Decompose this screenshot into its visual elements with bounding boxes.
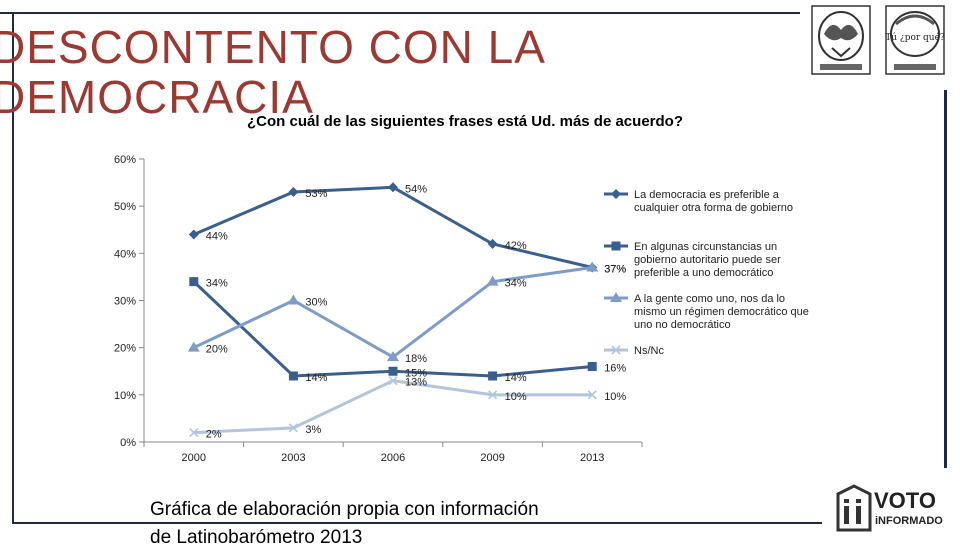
data-label: 44% [206,230,228,242]
series-line-3 [193,265,593,359]
legend-label: Ns/Nc [634,345,664,357]
y-tick-label: 60% [114,154,136,166]
y-tick-label: 30% [114,296,136,308]
y-tick-label: 20% [114,343,136,355]
logo-voto-text: VOTO [874,488,936,513]
logo-informado-text: iNFORMADO [875,515,943,527]
legend-label: En algunas circunstancias un gobierno aut… [634,241,781,279]
data-label: 34% [206,278,228,290]
data-label: 14% [305,372,327,384]
x-tick-label: 2003 [281,452,305,464]
data-label: 10% [505,391,527,403]
data-label: 30% [305,297,327,309]
series-2-point [288,371,298,381]
y-tick-label: 0% [120,437,136,449]
data-label: 34% [505,278,527,290]
slide-frame-left [12,12,14,524]
source-footnote: Gráfica de elaboración propia con inform… [150,499,539,548]
series-4-point [388,376,398,386]
series-3-point [287,294,300,305]
series-4-point [189,428,199,438]
series-line-4 [193,379,593,435]
legend-label: La democracia es preferible a cualquier o… [634,189,793,214]
legend-marker [611,345,621,355]
series-3-point [387,351,399,362]
voto-informado-logo: VOTO iNFORMADO [836,484,943,532]
series-2-point [189,277,199,287]
series-1-point [188,229,199,240]
series-2-point [488,371,498,381]
series-4-point [587,390,597,400]
data-label: 13% [405,377,427,389]
legend-marker [610,292,622,302]
faculty-seal-icon: Tú ¿por qué? [885,5,945,75]
series-3-point [586,261,599,272]
data-label: 16% [604,363,626,375]
y-tick-label: 50% [114,201,136,213]
x-tick-label: 2000 [182,452,206,464]
series-1-point [487,238,498,249]
legend-marker [611,241,621,251]
chart-title: ¿Con cuál de las siguientes frases está … [247,113,683,130]
data-label: 10% [604,391,626,403]
data-label: 3% [305,424,321,436]
series-4-point [288,423,298,433]
data-label: 18% [405,353,427,365]
series-4-point [488,390,498,400]
slide-frame-bottom [12,522,822,524]
slide-frame-top [0,12,800,14]
series-1-point [288,187,299,198]
series-3-point [187,341,200,352]
slide-frame-right [944,90,947,468]
y-tick-label: 40% [114,248,136,260]
data-label: 14% [505,372,527,384]
line-chart: 0% 10% 20% 30% 40% 50% 60% 2000 2003 2006 2009 2013… [114,154,809,464]
data-label: 15% [405,367,427,379]
unam-seal-icon [811,5,871,75]
slide-title: DESCONTENTO CON LA DEMOCRACIA [0,21,544,123]
series-line-1 [193,185,593,269]
data-label: 42% [505,240,527,252]
data-label: 2% [206,429,222,441]
legend-marker [611,189,621,199]
data-label: 20% [206,344,228,356]
data-label: 54% [405,183,427,195]
data-label: 53% [305,188,327,200]
series-line-2 [192,280,593,378]
series-1-point [388,182,398,193]
series-2-point [388,366,398,376]
series-3-point [486,275,499,286]
seal-motto: Tú ¿por qué? [885,32,945,43]
legend-label: A la gente como uno, nos da lo mismo un r… [634,293,809,331]
series-2-point [587,362,597,372]
x-tick-label: 2006 [381,452,405,464]
x-tick-label: 2009 [480,452,504,464]
data-label: 37% [604,263,626,275]
data-label: 37% [604,263,626,275]
y-tick-label: 10% [114,390,136,402]
x-tick-label: 2013 [580,452,604,464]
